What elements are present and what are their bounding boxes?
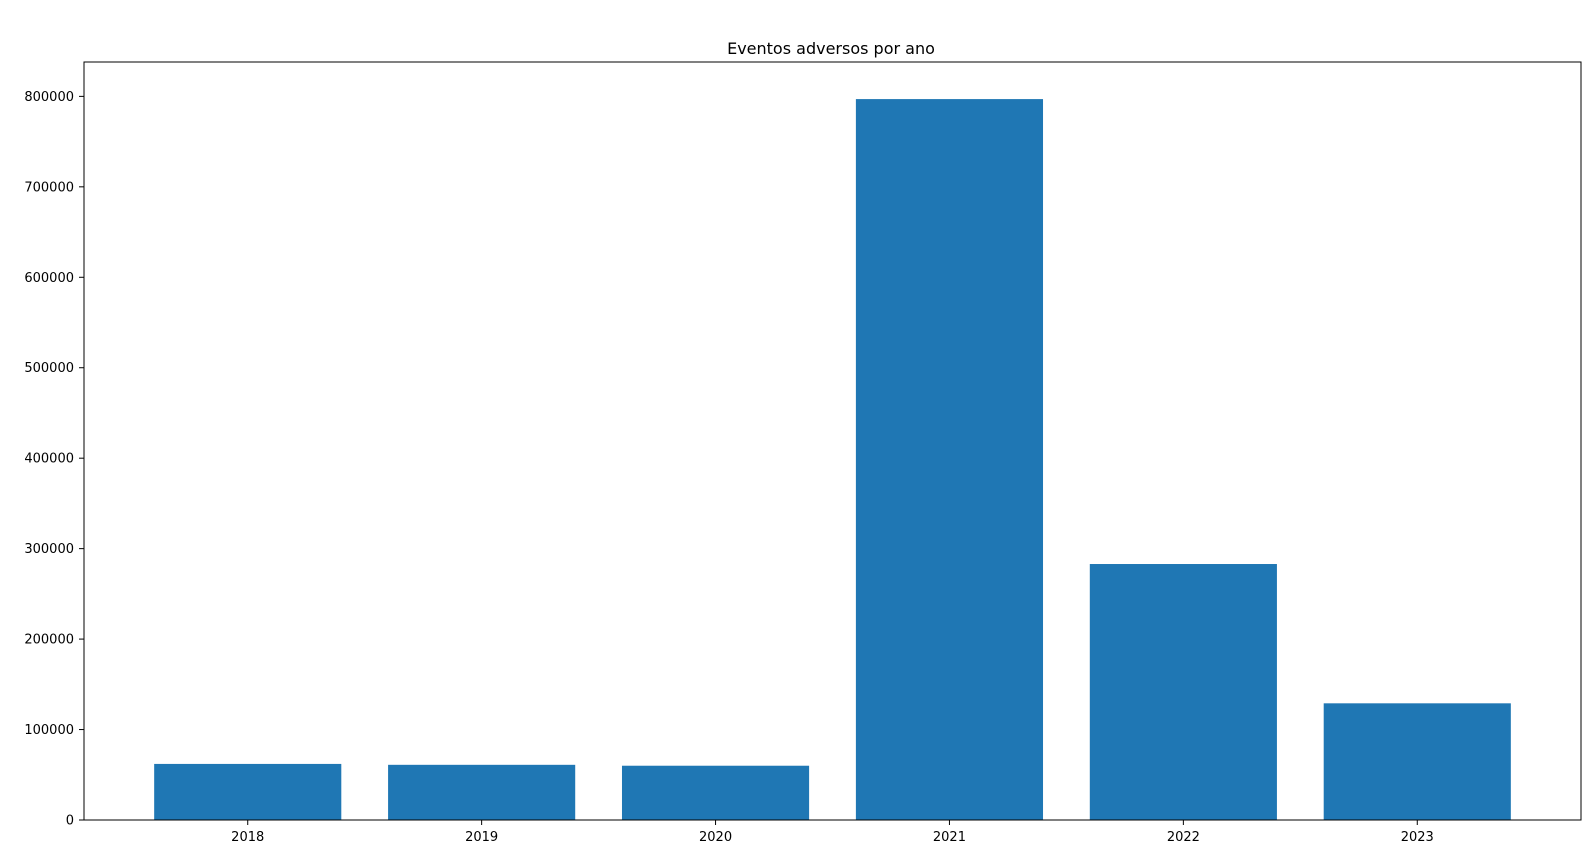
chart-title: Eventos adversos por ano (727, 39, 935, 58)
y-tick-label: 700000 (24, 180, 74, 195)
plot-frame (83, 61, 1582, 821)
x-tick-label: 2018 (231, 830, 264, 845)
bar-2020 (621, 765, 810, 820)
y-tick-label: 500000 (24, 361, 74, 376)
bar-2018 (154, 763, 342, 820)
bar-2022 (1089, 564, 1277, 820)
y-tick-label: 300000 (24, 542, 74, 557)
bar-2019 (388, 764, 576, 820)
y-tick-label: 400000 (24, 452, 74, 467)
x-tick-label: 2020 (699, 830, 732, 845)
x-tick-label: 2019 (465, 830, 498, 845)
y-axis: 0 100000 200000 300000 400000 500000 600000 700… (24, 90, 84, 829)
x-tick-label: 2023 (1401, 830, 1434, 845)
y-tick-label: 0 (66, 814, 74, 829)
bar-2021 (855, 99, 1044, 821)
y-tick-label: 200000 (24, 633, 74, 648)
y-tick-label: 800000 (24, 90, 74, 105)
y-tick-label: 100000 (24, 723, 74, 738)
y-tick-label: 600000 (24, 271, 74, 286)
bars-layer (154, 99, 1511, 821)
x-axis: 2018 2019 2020 2021 2022 2023 (231, 820, 1434, 845)
x-tick-label: 2022 (1167, 830, 1200, 845)
bar-2023 (1323, 703, 1511, 820)
x-tick-label: 2021 (933, 830, 966, 845)
